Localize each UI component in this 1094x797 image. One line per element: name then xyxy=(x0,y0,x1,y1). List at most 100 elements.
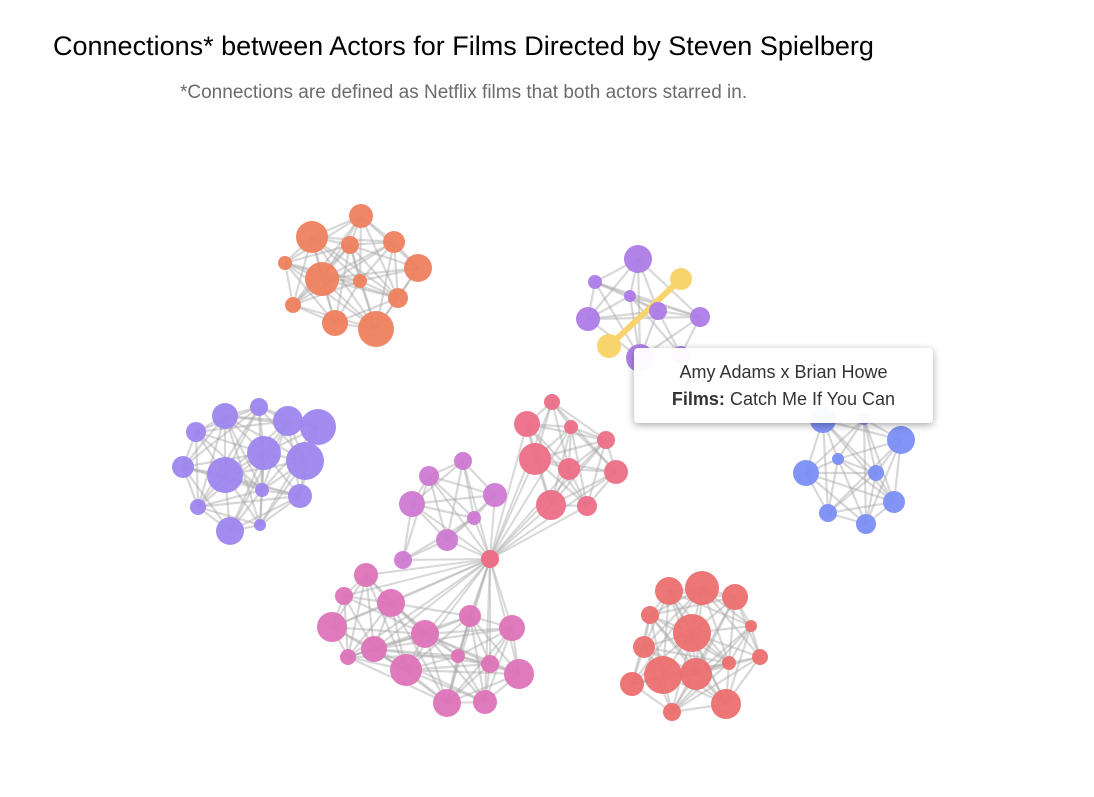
edge-blue[interactable] xyxy=(862,417,878,475)
node-lavender[interactable] xyxy=(186,422,206,442)
edge-rose[interactable] xyxy=(550,400,608,442)
node-pink[interactable] xyxy=(354,563,378,587)
edge-hub[interactable] xyxy=(446,558,491,704)
node-rose[interactable] xyxy=(577,496,597,516)
edge-red[interactable] xyxy=(667,589,753,628)
node-rose[interactable] xyxy=(558,458,580,480)
node-lavender[interactable] xyxy=(288,484,312,508)
node-orange[interactable] xyxy=(296,221,328,253)
node-violet[interactable] xyxy=(624,245,652,273)
edge-lavender[interactable] xyxy=(196,505,262,527)
edge-blue[interactable] xyxy=(862,417,896,504)
edge-hub[interactable] xyxy=(373,558,491,650)
node-violet[interactable] xyxy=(690,307,710,327)
node-orchid[interactable] xyxy=(399,491,425,517)
node-blue[interactable] xyxy=(856,514,876,534)
node-pink[interactable] xyxy=(317,612,347,642)
edge-orange[interactable] xyxy=(291,240,396,307)
edge-blue[interactable] xyxy=(836,457,896,504)
node-red[interactable] xyxy=(722,656,736,670)
node-pink[interactable] xyxy=(335,587,353,605)
node-pink[interactable] xyxy=(451,649,465,663)
node-lavender[interactable] xyxy=(300,409,336,445)
node-pink[interactable] xyxy=(411,620,439,648)
node-red[interactable] xyxy=(673,614,711,652)
edge-hub[interactable] xyxy=(402,558,491,561)
node-orchid[interactable] xyxy=(436,529,458,551)
edge-hub[interactable] xyxy=(489,505,588,560)
edge-orange[interactable] xyxy=(283,243,352,265)
node-red[interactable] xyxy=(663,703,681,721)
edge-orchid[interactable] xyxy=(445,459,465,542)
node-blue[interactable] xyxy=(832,453,844,465)
node-lavender[interactable] xyxy=(273,406,303,436)
edge-pink[interactable] xyxy=(445,626,514,705)
edge-pink[interactable] xyxy=(372,647,492,666)
node-pink[interactable] xyxy=(377,589,405,617)
edge-orange[interactable] xyxy=(283,261,337,325)
edge-pink[interactable] xyxy=(423,626,514,636)
edge-blue[interactable] xyxy=(804,417,866,475)
edge-pink[interactable] xyxy=(346,573,368,659)
edge-lavender[interactable] xyxy=(194,430,200,509)
edge-orchid[interactable] xyxy=(461,459,476,520)
edge-orchid[interactable] xyxy=(401,474,431,562)
edge-orchid[interactable] xyxy=(427,474,449,542)
edge-lavender[interactable] xyxy=(223,414,264,492)
node-orange[interactable] xyxy=(383,231,405,253)
node-orange[interactable] xyxy=(305,262,339,296)
edge-lavender[interactable] xyxy=(223,414,262,527)
edge-hub[interactable] xyxy=(462,460,491,560)
edge-orange[interactable] xyxy=(283,261,400,300)
node-red[interactable] xyxy=(620,672,644,696)
edge-pink[interactable] xyxy=(423,632,521,676)
edge-rose[interactable] xyxy=(550,400,618,474)
node-rose[interactable] xyxy=(544,394,560,410)
node-orange[interactable] xyxy=(404,254,432,282)
edge-orange[interactable] xyxy=(310,235,378,331)
edge-red[interactable] xyxy=(670,624,753,714)
node-orchid[interactable] xyxy=(419,466,439,486)
node-red[interactable] xyxy=(685,571,719,605)
node-red[interactable] xyxy=(680,658,712,690)
node-lavender[interactable] xyxy=(254,519,266,531)
node-red[interactable] xyxy=(745,620,757,632)
node-rose[interactable] xyxy=(519,443,551,475)
edge-lavender[interactable] xyxy=(181,405,261,469)
edge-rose[interactable] xyxy=(585,438,608,508)
edge-rose[interactable] xyxy=(550,400,571,471)
node-orchid[interactable] xyxy=(394,551,412,569)
edge-blue[interactable] xyxy=(804,471,896,504)
node-pink[interactable] xyxy=(473,690,497,714)
node-orchid[interactable] xyxy=(454,452,472,470)
edge-blue[interactable] xyxy=(826,500,896,515)
node-lavender[interactable] xyxy=(190,499,206,515)
node-blue[interactable] xyxy=(887,426,915,454)
node-violet[interactable] xyxy=(588,275,602,289)
edge-lavender[interactable] xyxy=(196,488,264,509)
edge-violet[interactable] xyxy=(593,280,642,360)
edge-hub[interactable] xyxy=(424,558,491,635)
edge-orchid[interactable] xyxy=(410,493,497,506)
node-red[interactable] xyxy=(722,584,748,610)
edge-violet[interactable] xyxy=(593,280,702,319)
node-highlighted-b[interactable] xyxy=(597,334,621,358)
node-pink[interactable] xyxy=(433,689,461,717)
edge-pink[interactable] xyxy=(372,626,514,651)
edge-hub[interactable] xyxy=(484,558,491,703)
node-red[interactable] xyxy=(641,606,659,624)
node-orange[interactable] xyxy=(349,204,373,228)
node-pink[interactable] xyxy=(481,655,499,673)
edge-blue[interactable] xyxy=(864,438,903,526)
edge-orange[interactable] xyxy=(348,243,400,300)
edge-lavender[interactable] xyxy=(196,405,261,509)
edge-pink[interactable] xyxy=(423,632,487,704)
edge-hub[interactable] xyxy=(489,458,536,560)
node-red[interactable] xyxy=(655,577,683,605)
edge-violet[interactable] xyxy=(636,257,642,360)
node-orchid[interactable] xyxy=(483,483,507,507)
node-orange[interactable] xyxy=(285,297,301,313)
node-pink[interactable] xyxy=(361,636,387,662)
edge-blue[interactable] xyxy=(826,457,840,515)
edge-lavender[interactable] xyxy=(228,419,290,533)
